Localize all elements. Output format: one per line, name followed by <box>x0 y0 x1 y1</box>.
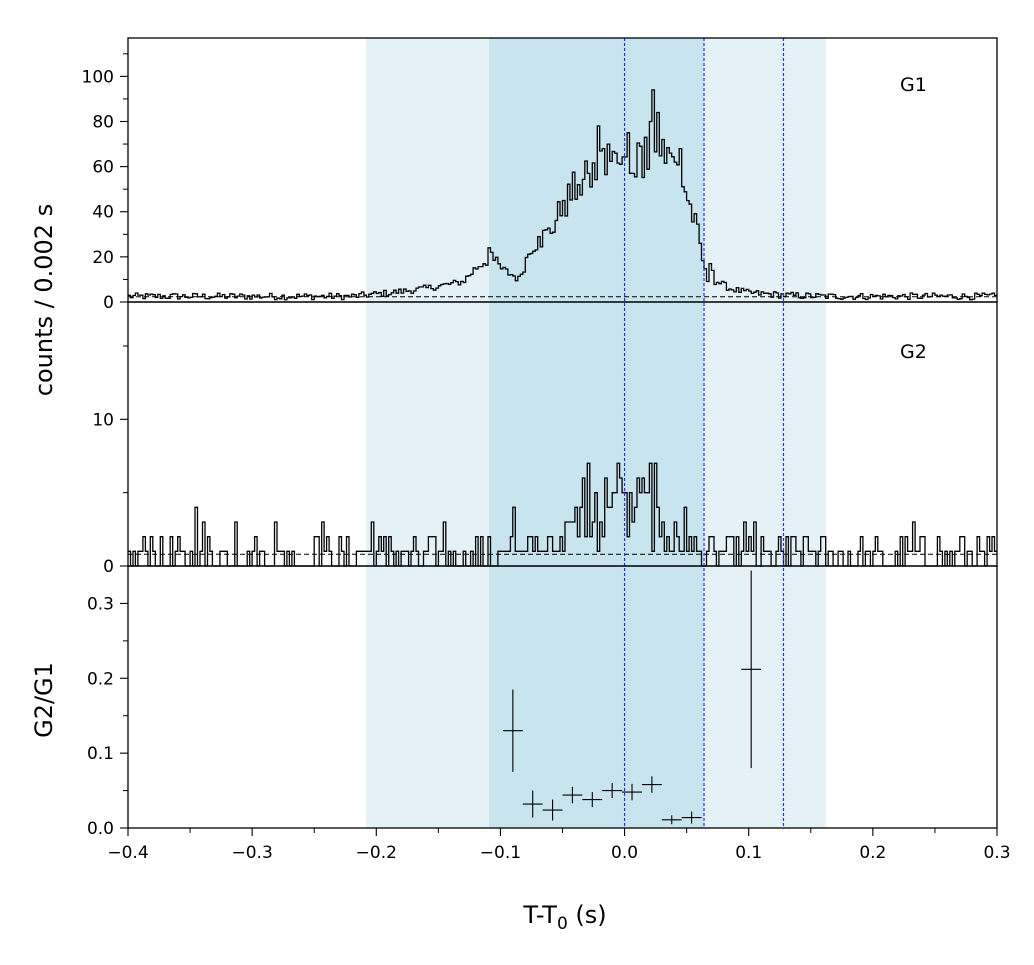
y-tick-label-2-1: 0.1 <box>87 744 114 764</box>
x-axis-title-sub: 0 <box>557 914 568 934</box>
x-tick-label-4: 0.0 <box>611 843 638 863</box>
y-tick-label-0-1: 20 <box>92 248 114 268</box>
y-tick-label-0-5: 100 <box>82 67 114 87</box>
ratio-point-9 <box>681 811 702 824</box>
ratio-point-7 <box>641 776 662 793</box>
panel-label-g1: G1 <box>900 74 927 96</box>
ticks: 0 20 40 60 80 100 0 10 0.0 0.1 0.2 0.3 −0.4 −0.3 −0.2 −… <box>82 53 1011 863</box>
x-tick-label-0: −0.4 <box>107 843 148 863</box>
y-tick-label-0-4: 80 <box>92 112 114 132</box>
ratio-point-6 <box>622 783 642 801</box>
x-tick-label-2: −0.2 <box>356 843 397 863</box>
g1-series <box>128 89 997 301</box>
y-tick-label-1-0: 0 <box>103 557 114 577</box>
ratio-point-8 <box>661 815 682 825</box>
ratio-point-2 <box>542 799 563 821</box>
shaded-regions <box>366 38 826 828</box>
x-axis-title: T-T0 (s) <box>522 901 606 934</box>
y-tick-label-2-2: 0.2 <box>87 669 114 689</box>
x-axis-title-main: T-T <box>522 901 557 929</box>
ratio-point-0 <box>502 689 523 772</box>
vertical-lines <box>623 38 785 828</box>
ratio-point-10 <box>741 570 762 769</box>
y-tick-label-0-3: 60 <box>92 158 114 178</box>
x-tick-label-3: −0.1 <box>480 843 521 863</box>
shaded-region-1 <box>489 38 705 828</box>
ratio-point-4 <box>582 792 603 808</box>
y-tick-label-0-2: 40 <box>92 203 114 223</box>
y-tick-label-1-1: 10 <box>92 410 114 430</box>
x-tick-label-1: −0.3 <box>232 843 273 863</box>
y-tick-label-2-0: 0.0 <box>87 819 114 839</box>
x-tick-label-6: 0.2 <box>859 843 886 863</box>
ratio-point-1 <box>522 790 543 818</box>
y-tick-label-0-0: 0 <box>103 293 114 313</box>
x-tick-label-5: 0.1 <box>735 843 762 863</box>
ratio-points <box>502 570 762 825</box>
y-axis-title-ratio: G2/G1 <box>30 662 58 738</box>
x-tick-label-7: 0.3 <box>983 843 1010 863</box>
panel-label-g2: G2 <box>900 341 927 363</box>
ratio-point-5 <box>602 783 623 799</box>
y-tick-label-2-3: 0.3 <box>87 594 114 614</box>
ratio-point-3 <box>562 786 583 804</box>
y-axis-title-counts: counts / 0.002 s <box>30 204 58 396</box>
x-axis-title-unit: (s) <box>568 901 607 929</box>
